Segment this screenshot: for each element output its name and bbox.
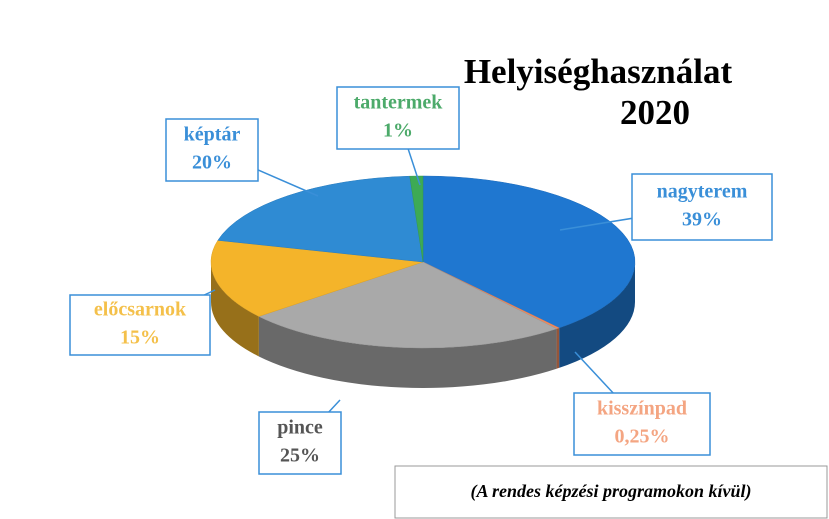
callout-box xyxy=(336,86,460,150)
value-label: 39% xyxy=(682,209,722,231)
slice xyxy=(258,261,558,349)
slice-side xyxy=(258,316,557,389)
slice xyxy=(422,175,636,329)
value-label: 20% xyxy=(192,152,232,174)
category-label: pince xyxy=(277,417,323,439)
callout-box xyxy=(258,411,342,475)
value-label: 15% xyxy=(120,327,160,349)
slice xyxy=(210,240,424,317)
slice xyxy=(217,175,424,263)
callout-box xyxy=(631,173,773,241)
chart-title: Helyiséghasználat xyxy=(464,52,733,91)
category-label: nagyterem xyxy=(657,181,748,203)
callout-box xyxy=(573,392,711,456)
callout-box xyxy=(165,118,259,182)
value-label: 25% xyxy=(280,445,320,467)
annotation: (A rendes képzési programokon kívül) xyxy=(470,481,751,502)
callout-box xyxy=(69,294,211,356)
slice-side xyxy=(211,262,259,357)
chart-subtitle: 2020 xyxy=(620,93,690,132)
labels: nagyterem 39% kisszínpad 0,25% pince 25% előcs… xyxy=(69,86,773,475)
slice-side xyxy=(559,262,635,368)
slice-side xyxy=(556,327,560,369)
category-label: képtár xyxy=(184,124,241,146)
category-label: előcsarnok xyxy=(94,299,187,321)
pie xyxy=(210,175,636,389)
category-label: tantermek xyxy=(354,92,444,114)
value-label: 1% xyxy=(383,120,413,142)
annotation-box xyxy=(394,465,828,519)
category-label: kisszínpad xyxy=(597,398,687,420)
value-label: 0,25% xyxy=(615,426,670,448)
